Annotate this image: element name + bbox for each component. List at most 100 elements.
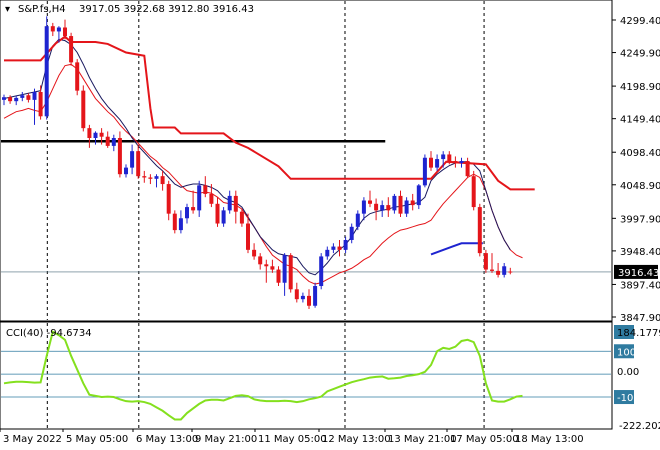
candle-body[interactable] bbox=[459, 161, 464, 164]
candle-body[interactable] bbox=[252, 249, 257, 257]
candle-body[interactable] bbox=[166, 184, 171, 214]
candle-body[interactable] bbox=[398, 195, 403, 214]
y-tick-label: 4198.90 bbox=[620, 82, 660, 93]
candle-body[interactable] bbox=[282, 255, 287, 283]
candle-body[interactable] bbox=[349, 226, 354, 240]
candle-body[interactable] bbox=[508, 271, 513, 273]
candle-body[interactable] bbox=[483, 253, 488, 270]
candle-body[interactable] bbox=[490, 269, 494, 271]
candle-body[interactable] bbox=[2, 97, 6, 100]
candle-body[interactable] bbox=[331, 246, 336, 250]
candle-body[interactable] bbox=[8, 97, 13, 102]
candle-body[interactable] bbox=[288, 255, 293, 290]
y-tick-label: 3997.90 bbox=[620, 214, 660, 225]
candle-body[interactable] bbox=[246, 223, 250, 250]
candle-body[interactable] bbox=[215, 203, 220, 224]
candle-body[interactable] bbox=[111, 138, 116, 146]
candle-body[interactable] bbox=[307, 295, 311, 306]
candle-body[interactable] bbox=[441, 154, 446, 160]
candle-body[interactable] bbox=[93, 132, 98, 139]
candle-body[interactable] bbox=[197, 185, 202, 211]
y-tick-label: 4149.40 bbox=[620, 115, 660, 126]
candle-body[interactable] bbox=[209, 193, 214, 204]
candle-body[interactable] bbox=[435, 159, 440, 168]
y-tick-label: 3847.90 bbox=[620, 313, 660, 324]
candle-body[interactable] bbox=[203, 185, 208, 194]
candle-body[interactable] bbox=[44, 26, 49, 117]
candle-body[interactable] bbox=[502, 266, 507, 275]
candle-body[interactable] bbox=[374, 203, 379, 211]
candle-body[interactable] bbox=[136, 151, 141, 177]
candle-body[interactable] bbox=[191, 207, 196, 211]
candle-body[interactable] bbox=[142, 176, 147, 178]
candle-body[interactable] bbox=[300, 295, 305, 300]
candle-body[interactable] bbox=[14, 97, 19, 102]
candle-body[interactable] bbox=[471, 176, 476, 208]
candle-body[interactable] bbox=[264, 264, 269, 267]
candle-body[interactable] bbox=[343, 239, 348, 250]
candle-body[interactable] bbox=[185, 207, 189, 219]
candle-body[interactable] bbox=[227, 195, 232, 211]
candle-body[interactable] bbox=[496, 270, 501, 275]
ma-slow-line bbox=[3, 63, 523, 285]
candle-body[interactable] bbox=[56, 27, 61, 32]
candle-body[interactable] bbox=[117, 138, 122, 175]
candle-body[interactable] bbox=[124, 167, 128, 175]
candle-body[interactable] bbox=[258, 256, 263, 265]
candle-body[interactable] bbox=[160, 176, 165, 185]
candle-body[interactable] bbox=[20, 95, 25, 98]
cci-level-label: 100 bbox=[617, 347, 636, 358]
y-tick-label: 4249.90 bbox=[620, 49, 660, 60]
candle-body[interactable] bbox=[404, 200, 409, 214]
candle-body[interactable] bbox=[32, 91, 37, 100]
candle-body[interactable] bbox=[38, 91, 43, 117]
candle-body[interactable] bbox=[276, 269, 281, 283]
candle-body[interactable] bbox=[313, 286, 318, 306]
candle-body[interactable] bbox=[422, 157, 427, 186]
candle-body[interactable] bbox=[453, 161, 458, 164]
candle-body[interactable] bbox=[325, 249, 330, 257]
x-tick-label: 5 May 05:00 bbox=[66, 434, 128, 445]
candle-body[interactable] bbox=[477, 207, 482, 254]
collapse-arrow-icon[interactable]: ▾ bbox=[5, 4, 10, 15]
cci-max-label: -222.2029 bbox=[619, 421, 660, 432]
candle-body[interactable] bbox=[172, 213, 177, 231]
candle-body[interactable] bbox=[294, 289, 299, 300]
candle-body[interactable] bbox=[154, 176, 159, 179]
candle-body[interactable] bbox=[447, 154, 452, 162]
candle-body[interactable] bbox=[130, 151, 135, 168]
candle-body[interactable] bbox=[392, 195, 397, 211]
candle-body[interactable] bbox=[337, 246, 342, 250]
candle-body[interactable] bbox=[319, 256, 324, 287]
candle-body[interactable] bbox=[270, 266, 275, 270]
candle-body[interactable] bbox=[386, 205, 391, 211]
candle-body[interactable] bbox=[239, 211, 244, 224]
candle-body[interactable] bbox=[361, 200, 366, 214]
candle-body[interactable] bbox=[416, 185, 421, 206]
candle-body[interactable] bbox=[105, 136, 110, 146]
candle-body[interactable] bbox=[148, 177, 153, 179]
candle-body[interactable] bbox=[69, 36, 74, 63]
cci-level-box bbox=[614, 344, 634, 359]
candle-body[interactable] bbox=[429, 157, 433, 168]
candle-body[interactable] bbox=[50, 26, 55, 32]
candle-body[interactable] bbox=[221, 210, 226, 224]
candle-body[interactable] bbox=[410, 200, 415, 206]
candle-body[interactable] bbox=[233, 195, 238, 212]
candle-body[interactable] bbox=[81, 90, 86, 129]
candle-body[interactable] bbox=[75, 62, 80, 91]
x-tick-label: 11 May 05:00 bbox=[258, 434, 327, 445]
cci-zero-label: 0.00 bbox=[617, 367, 639, 378]
candle-body[interactable] bbox=[99, 132, 104, 137]
candle-body[interactable] bbox=[380, 205, 385, 211]
candle-body[interactable] bbox=[355, 213, 360, 227]
candle-body[interactable] bbox=[87, 128, 92, 139]
candle-body[interactable] bbox=[178, 218, 183, 231]
candle-body[interactable] bbox=[63, 27, 67, 37]
candle-body[interactable] bbox=[368, 200, 372, 204]
candle-body[interactable] bbox=[465, 161, 470, 177]
y-tick-label: 4098.40 bbox=[620, 148, 660, 159]
indicator-pane-frame bbox=[0, 321, 613, 430]
candle-body[interactable] bbox=[26, 95, 31, 100]
